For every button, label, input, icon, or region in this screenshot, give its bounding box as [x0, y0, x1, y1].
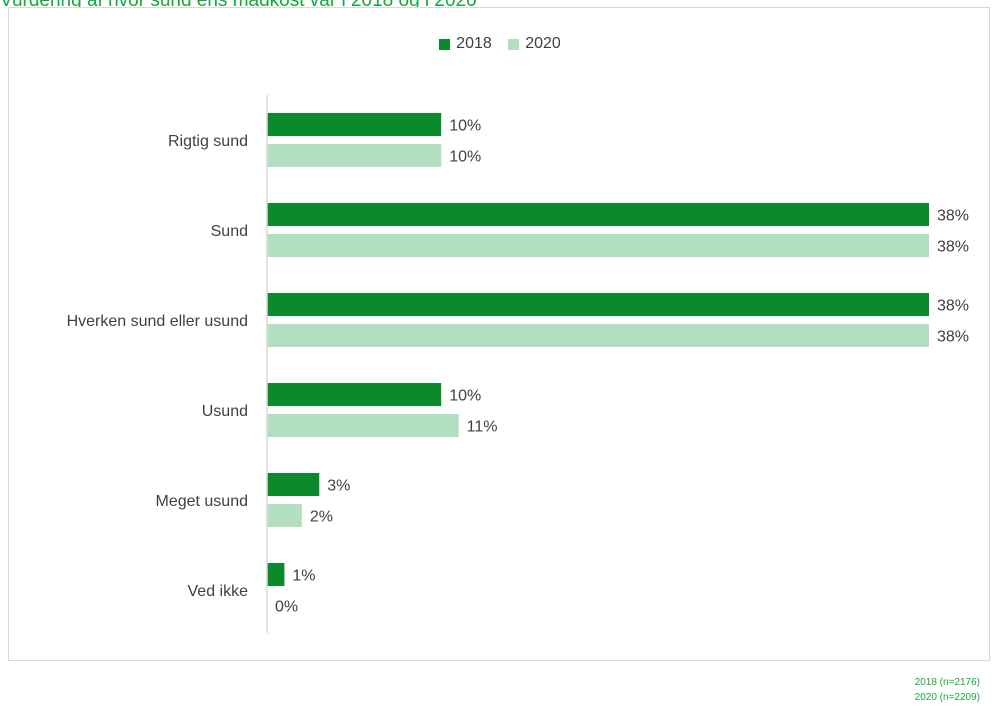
bar-2018 [267, 113, 442, 136]
bar-2018 [267, 293, 929, 316]
data-label-2020: 10% [449, 149, 481, 166]
data-label-2020: 38% [937, 329, 969, 346]
data-label-2018: 10% [449, 118, 481, 135]
sample-size-2018: 2018 (n=2176) [914, 677, 980, 688]
legend: 2018 2020 [9, 35, 991, 55]
sample-size-2020: 2020 (n=2209) [914, 692, 980, 703]
category-label: Ved ikke [188, 583, 249, 600]
data-label-2018: 1% [292, 568, 315, 585]
data-label-2020: 0% [275, 599, 298, 616]
legend-item-2020: 2020 [508, 35, 561, 53]
sample-size-note: 2018 (n=2176) 2020 (n=2209) [915, 675, 980, 705]
data-label-2020: 11% [467, 419, 498, 436]
category-label: Hverken sund eller usund [67, 313, 248, 330]
bar-2018 [267, 473, 320, 496]
bar-2018 [267, 203, 929, 226]
bar-2020 [267, 504, 302, 527]
bar-2018 [267, 563, 285, 586]
data-label-2018: 10% [449, 388, 481, 405]
bar-2020 [267, 414, 459, 437]
bar-chart: Rigtig sund 10% 10% Sund 38% 38% Hverken sund … [67, 95, 969, 633]
legend-swatch-2020 [508, 38, 520, 50]
data-label-2018: 38% [937, 208, 969, 225]
chart-frame: 2018 2020 Rigtig sund 10% 10% Sund 38% 38% Hve… [8, 7, 990, 661]
category-label: Meget usund [155, 493, 248, 510]
bar-2020 [267, 144, 442, 167]
bar-2020 [267, 234, 929, 257]
legend-label-2020: 2020 [525, 35, 561, 52]
data-label-2018: 38% [937, 298, 969, 315]
category-label: Usund [202, 403, 248, 420]
legend-label-2018: 2018 [456, 35, 492, 52]
legend-swatch-2018 [439, 38, 451, 50]
chart-title: Vurdering af hvor sund ens madkost var i… [0, 0, 477, 11]
category-label: Rigtig sund [168, 133, 248, 150]
bar-2020 [267, 324, 929, 347]
data-label-2020: 2% [310, 509, 333, 526]
data-label-2018: 3% [327, 478, 350, 495]
data-label-2020: 38% [937, 239, 969, 256]
legend-item-2018: 2018 [439, 35, 492, 53]
bar-2018 [267, 383, 442, 406]
category-label: Sund [211, 223, 248, 240]
